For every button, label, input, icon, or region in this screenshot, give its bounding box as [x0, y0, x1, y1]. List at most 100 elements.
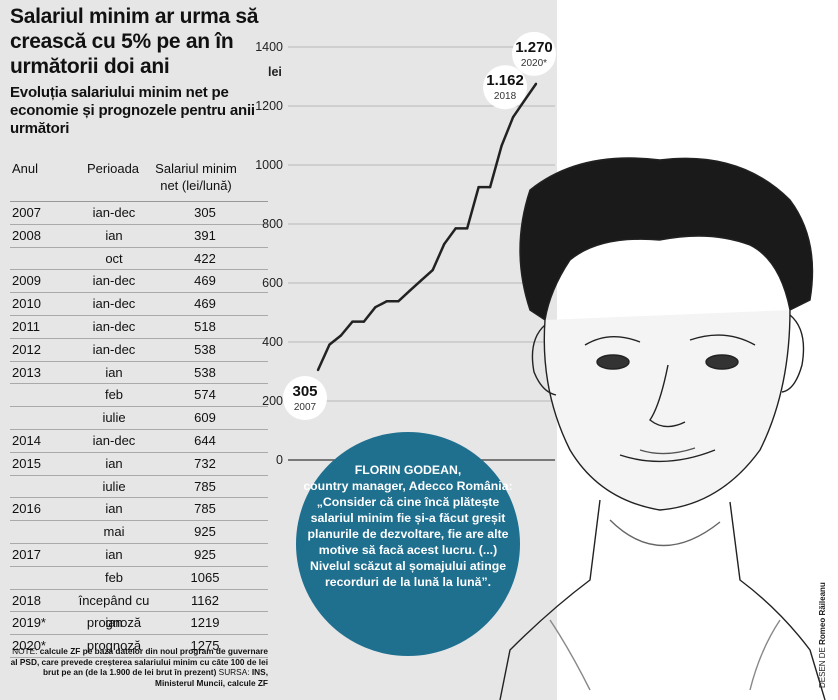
y-tick-label: 0: [276, 453, 283, 467]
y-tick-label: 1400: [255, 40, 283, 54]
table-row: 2016 ian 785: [10, 498, 268, 522]
y-axis-label: lei: [268, 65, 282, 79]
quote-name: FLORIN GODEAN,: [354, 463, 462, 477]
cell-year: 2018: [12, 592, 41, 608]
table-row: 2018 începând cu ian 1162: [10, 590, 268, 630]
cell-value: 785: [194, 501, 216, 517]
cell-year: 2011: [12, 318, 40, 334]
cell-year: 2014: [12, 432, 41, 448]
data-point: [385, 300, 389, 303]
cell-period: iulie: [102, 478, 126, 494]
data-point: [500, 144, 503, 148]
data-point: [477, 185, 480, 189]
cell-period: feb: [104, 569, 124, 585]
table-row: oct 422: [10, 248, 268, 271]
table-row: feb 574: [10, 384, 268, 408]
cell-value: 469: [194, 273, 216, 289]
cell-period: feb: [104, 387, 124, 403]
cell-period: ian: [105, 501, 123, 517]
cell-year: 2009: [12, 273, 41, 289]
table-row: 2009 ian-dec 469: [10, 270, 268, 294]
data-point: [339, 334, 343, 337]
cell-year: 2015: [12, 455, 41, 471]
table-row: 2008 ian 391: [10, 225, 268, 248]
annotation-value: 1.270: [515, 39, 553, 56]
table-row: 2012 ian-dec 538: [10, 339, 268, 362]
cell-period: ian: [105, 364, 123, 380]
cell-value: 574: [194, 387, 216, 403]
cell-period: ian-dec: [92, 432, 136, 448]
y-tick-label: 400: [262, 335, 283, 349]
cell-period: prognoză: [86, 615, 142, 631]
cell-value: 1275: [190, 638, 220, 654]
cell-year: 2016: [12, 501, 41, 517]
data-point: [511, 116, 515, 119]
data-point: [328, 343, 331, 346]
credit-author: Romeo Răileanu: [818, 582, 827, 645]
note: NOTE: calcule ZF pe baza datelor din nou…: [10, 646, 268, 688]
cell-value: 732: [194, 455, 216, 471]
cell-value: 1219: [190, 615, 220, 631]
table-row: 2014 ian-dec 644: [10, 430, 268, 453]
source-label: SURSA:: [218, 667, 250, 677]
table-row: 2007 ian-dec 305: [10, 202, 268, 225]
headline: Salariul minim ar urma să crească cu 5% …: [10, 5, 259, 78]
cell-value: 518: [194, 318, 216, 334]
cell-value: 391: [194, 227, 216, 243]
cell-value: 925: [194, 546, 216, 562]
cell-period: iulie: [102, 410, 126, 426]
header-period: Perioada: [87, 161, 140, 176]
y-tick-label: 800: [262, 217, 283, 231]
y-tick-label: 600: [262, 276, 283, 290]
cell-year: 2013: [12, 364, 41, 380]
table-header: Anul Perioada Salariul minim net (lei/lu…: [10, 160, 268, 202]
table-row: 2015 ian 732: [10, 453, 268, 476]
quote-role: country manager, Adecco România:: [303, 479, 513, 493]
table-row: 2011 ian-dec 518: [10, 316, 268, 339]
cell-period: mai: [103, 524, 125, 540]
cell-value: 785: [194, 478, 216, 494]
note-label: NOTE:: [12, 646, 38, 656]
credit-label: DESEN DE: [818, 647, 827, 688]
header-salary: Salariul minim net (lei/lună): [155, 161, 237, 193]
cell-value: 305: [194, 205, 216, 220]
annotation-year: 2020*: [521, 58, 547, 69]
note-text: calcule ZF pe baza datelor din noul prog…: [10, 646, 268, 677]
cell-period: ian: [105, 546, 123, 562]
cell-year: 2010: [12, 296, 41, 312]
cell-period: ian-dec: [92, 318, 136, 334]
table-row: 2019* prognoză 1219: [10, 612, 268, 636]
table-row: 2013 ian 538: [10, 362, 268, 385]
table-body: 2007 ian-dec 305 2008 ian 391 oct 422 2009 ian-de…: [10, 202, 268, 658]
data-point: [465, 227, 469, 230]
data-point: [420, 279, 423, 282]
table-row: 2020* prognoză 1275: [10, 635, 268, 658]
table-row: 2010 ian-dec 469: [10, 293, 268, 316]
table-row: iulie 785: [10, 476, 268, 499]
cell-year: 2012: [12, 341, 41, 357]
annotation-bubble: [512, 31, 556, 76]
annotation-year: 2007: [294, 402, 317, 413]
cell-value: 609: [194, 410, 216, 426]
quote-bubble: FLORIN GODEAN, country manager, Adecco R…: [296, 432, 520, 656]
subtitle: Evoluția salariului minim net pe economi…: [10, 84, 255, 137]
table-row: mai 925: [10, 521, 268, 544]
series-line: [316, 83, 538, 371]
cell-value: 422: [194, 250, 216, 266]
cell-value: 925: [194, 524, 216, 540]
cell-value: 1065: [190, 569, 220, 585]
cell-period: oct: [105, 250, 123, 266]
y-tick-label: 200: [262, 394, 283, 408]
data-point: [443, 242, 446, 246]
quote-text: „Consider că cine încă plătește salariul…: [307, 495, 509, 589]
data-point: [397, 300, 400, 303]
portrait-illustration: [499, 157, 826, 700]
y-tick-label: 1200: [255, 99, 283, 113]
y-tick-label: 1000: [255, 158, 283, 172]
cell-period: prognoză: [86, 638, 142, 654]
data-point: [431, 268, 434, 272]
header-year: Anul: [12, 161, 39, 176]
data-point: [362, 320, 366, 323]
cell-year: 2017: [12, 546, 41, 562]
annotation-bubble: [283, 376, 327, 421]
